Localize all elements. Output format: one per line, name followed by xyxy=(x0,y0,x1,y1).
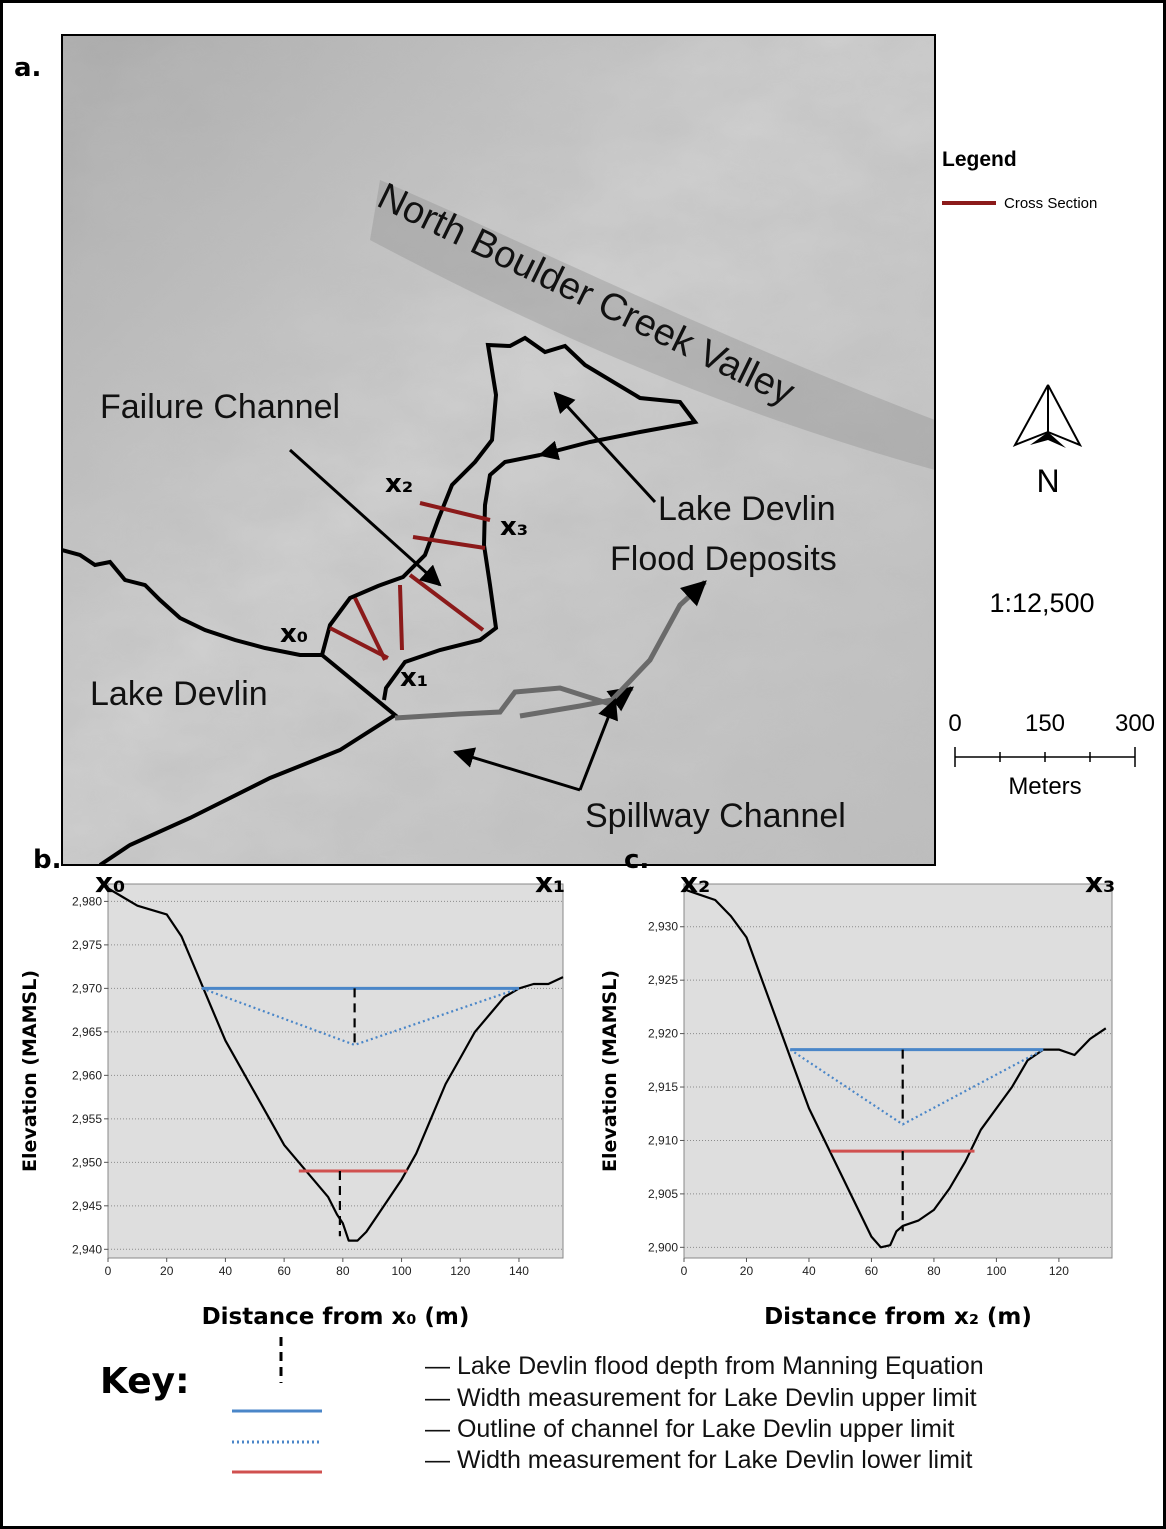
scale-tick-label: 0 xyxy=(948,710,961,737)
y-tick-label: 2,925 xyxy=(648,973,678,987)
x-tick-label: 20 xyxy=(740,1264,754,1278)
corner-label: x₁ xyxy=(535,866,565,899)
x-tick-label: 60 xyxy=(865,1264,879,1278)
failure-label: Failure Channel xyxy=(100,388,340,426)
x-tick-label: 60 xyxy=(277,1264,291,1278)
cross-section xyxy=(400,585,402,650)
key-item: — Width measurement for Lake Devlin lowe… xyxy=(425,1446,972,1474)
x-tick-label: 40 xyxy=(219,1264,233,1278)
y-axis-title: Elevation (MAMSL) xyxy=(19,970,41,1172)
key-item: — Lake Devlin flood depth from Manning E… xyxy=(425,1352,984,1380)
section-point: x₂ xyxy=(385,469,413,499)
key-item: — Outline of channel for Lake Devlin upp… xyxy=(425,1415,954,1443)
y-tick-label: 2,905 xyxy=(648,1187,678,1201)
scale-tick-label: 150 xyxy=(1025,710,1065,737)
y-tick-label: 2,950 xyxy=(72,1155,102,1169)
y-tick-label: 2,975 xyxy=(72,938,102,952)
corner-label: x₃ xyxy=(1085,866,1115,899)
x-tick-label: 0 xyxy=(105,1264,112,1278)
y-tick-label: 2,915 xyxy=(648,1080,678,1094)
y-tick-label: 2,920 xyxy=(648,1027,678,1041)
x-axis-title: Distance from x₀ (m) xyxy=(202,1304,470,1330)
panel-label: b. xyxy=(33,845,62,875)
key-item: — Width measurement for Lake Devlin uppe… xyxy=(425,1384,977,1412)
map: North Boulder Creek Valley Failure Chann… xyxy=(62,35,935,865)
north-label: N xyxy=(1036,463,1059,499)
x-tick-label: 80 xyxy=(336,1264,350,1278)
y-tick-label: 2,930 xyxy=(648,920,678,934)
body: { "map": { "panel_label": "a.", "valley_… xyxy=(0,0,1166,1529)
scale-unit: Meters xyxy=(1008,773,1081,800)
figure: North Boulder Creek Valley Failure Chann… xyxy=(0,0,1166,1529)
plot-area xyxy=(108,884,563,1258)
x-tick-label: 100 xyxy=(986,1264,1006,1278)
panel-label: c. xyxy=(624,845,649,875)
legend-title: Legend xyxy=(942,148,1017,171)
hillshade-texture xyxy=(62,35,935,865)
x-tick-label: 100 xyxy=(392,1264,412,1278)
section-point: x₃ xyxy=(500,512,528,542)
x-tick-label: 0 xyxy=(681,1264,688,1278)
y-tick-label: 2,900 xyxy=(648,1240,678,1254)
lake-label: Lake Devlin xyxy=(90,675,268,713)
y-tick-label: 2,940 xyxy=(72,1242,102,1256)
scale-tick-label: 300 xyxy=(1115,710,1155,737)
deposits-label: Lake Devlin xyxy=(658,490,836,528)
x-axis-title: Distance from x₂ (m) xyxy=(764,1304,1032,1330)
y-tick-label: 2,970 xyxy=(72,981,102,995)
y-tick-label: 2,965 xyxy=(72,1025,102,1039)
section-point: x₀ xyxy=(280,619,308,649)
scale-ratio: 1:12,500 xyxy=(989,588,1094,618)
section-point: x₁ xyxy=(400,663,428,693)
y-tick-label: 2,960 xyxy=(72,1068,102,1082)
y-tick-label: 2,955 xyxy=(72,1112,102,1126)
corner-label: x₂ xyxy=(680,866,710,899)
deposits-label: Flood Deposits xyxy=(610,540,837,578)
x-tick-label: 20 xyxy=(160,1264,174,1278)
y-tick-label: 2,910 xyxy=(648,1133,678,1147)
panel-label: a. xyxy=(14,53,41,83)
y-tick-label: 2,945 xyxy=(72,1199,102,1213)
spillway-label: Spillway Channel xyxy=(585,797,846,835)
x-tick-label: 120 xyxy=(450,1264,470,1278)
x-tick-label: 140 xyxy=(509,1264,529,1278)
x-tick-label: 40 xyxy=(802,1264,816,1278)
corner-label: x₀ xyxy=(95,866,125,899)
x-tick-label: 80 xyxy=(927,1264,941,1278)
x-tick-label: 120 xyxy=(1049,1264,1069,1278)
legend-item: Cross Section xyxy=(1004,195,1097,212)
key-title: Key: xyxy=(100,1361,190,1402)
y-axis-title: Elevation (MAMSL) xyxy=(599,970,621,1172)
page: Lake Devlin figure body { margin: 0; bac… xyxy=(0,0,1166,1529)
